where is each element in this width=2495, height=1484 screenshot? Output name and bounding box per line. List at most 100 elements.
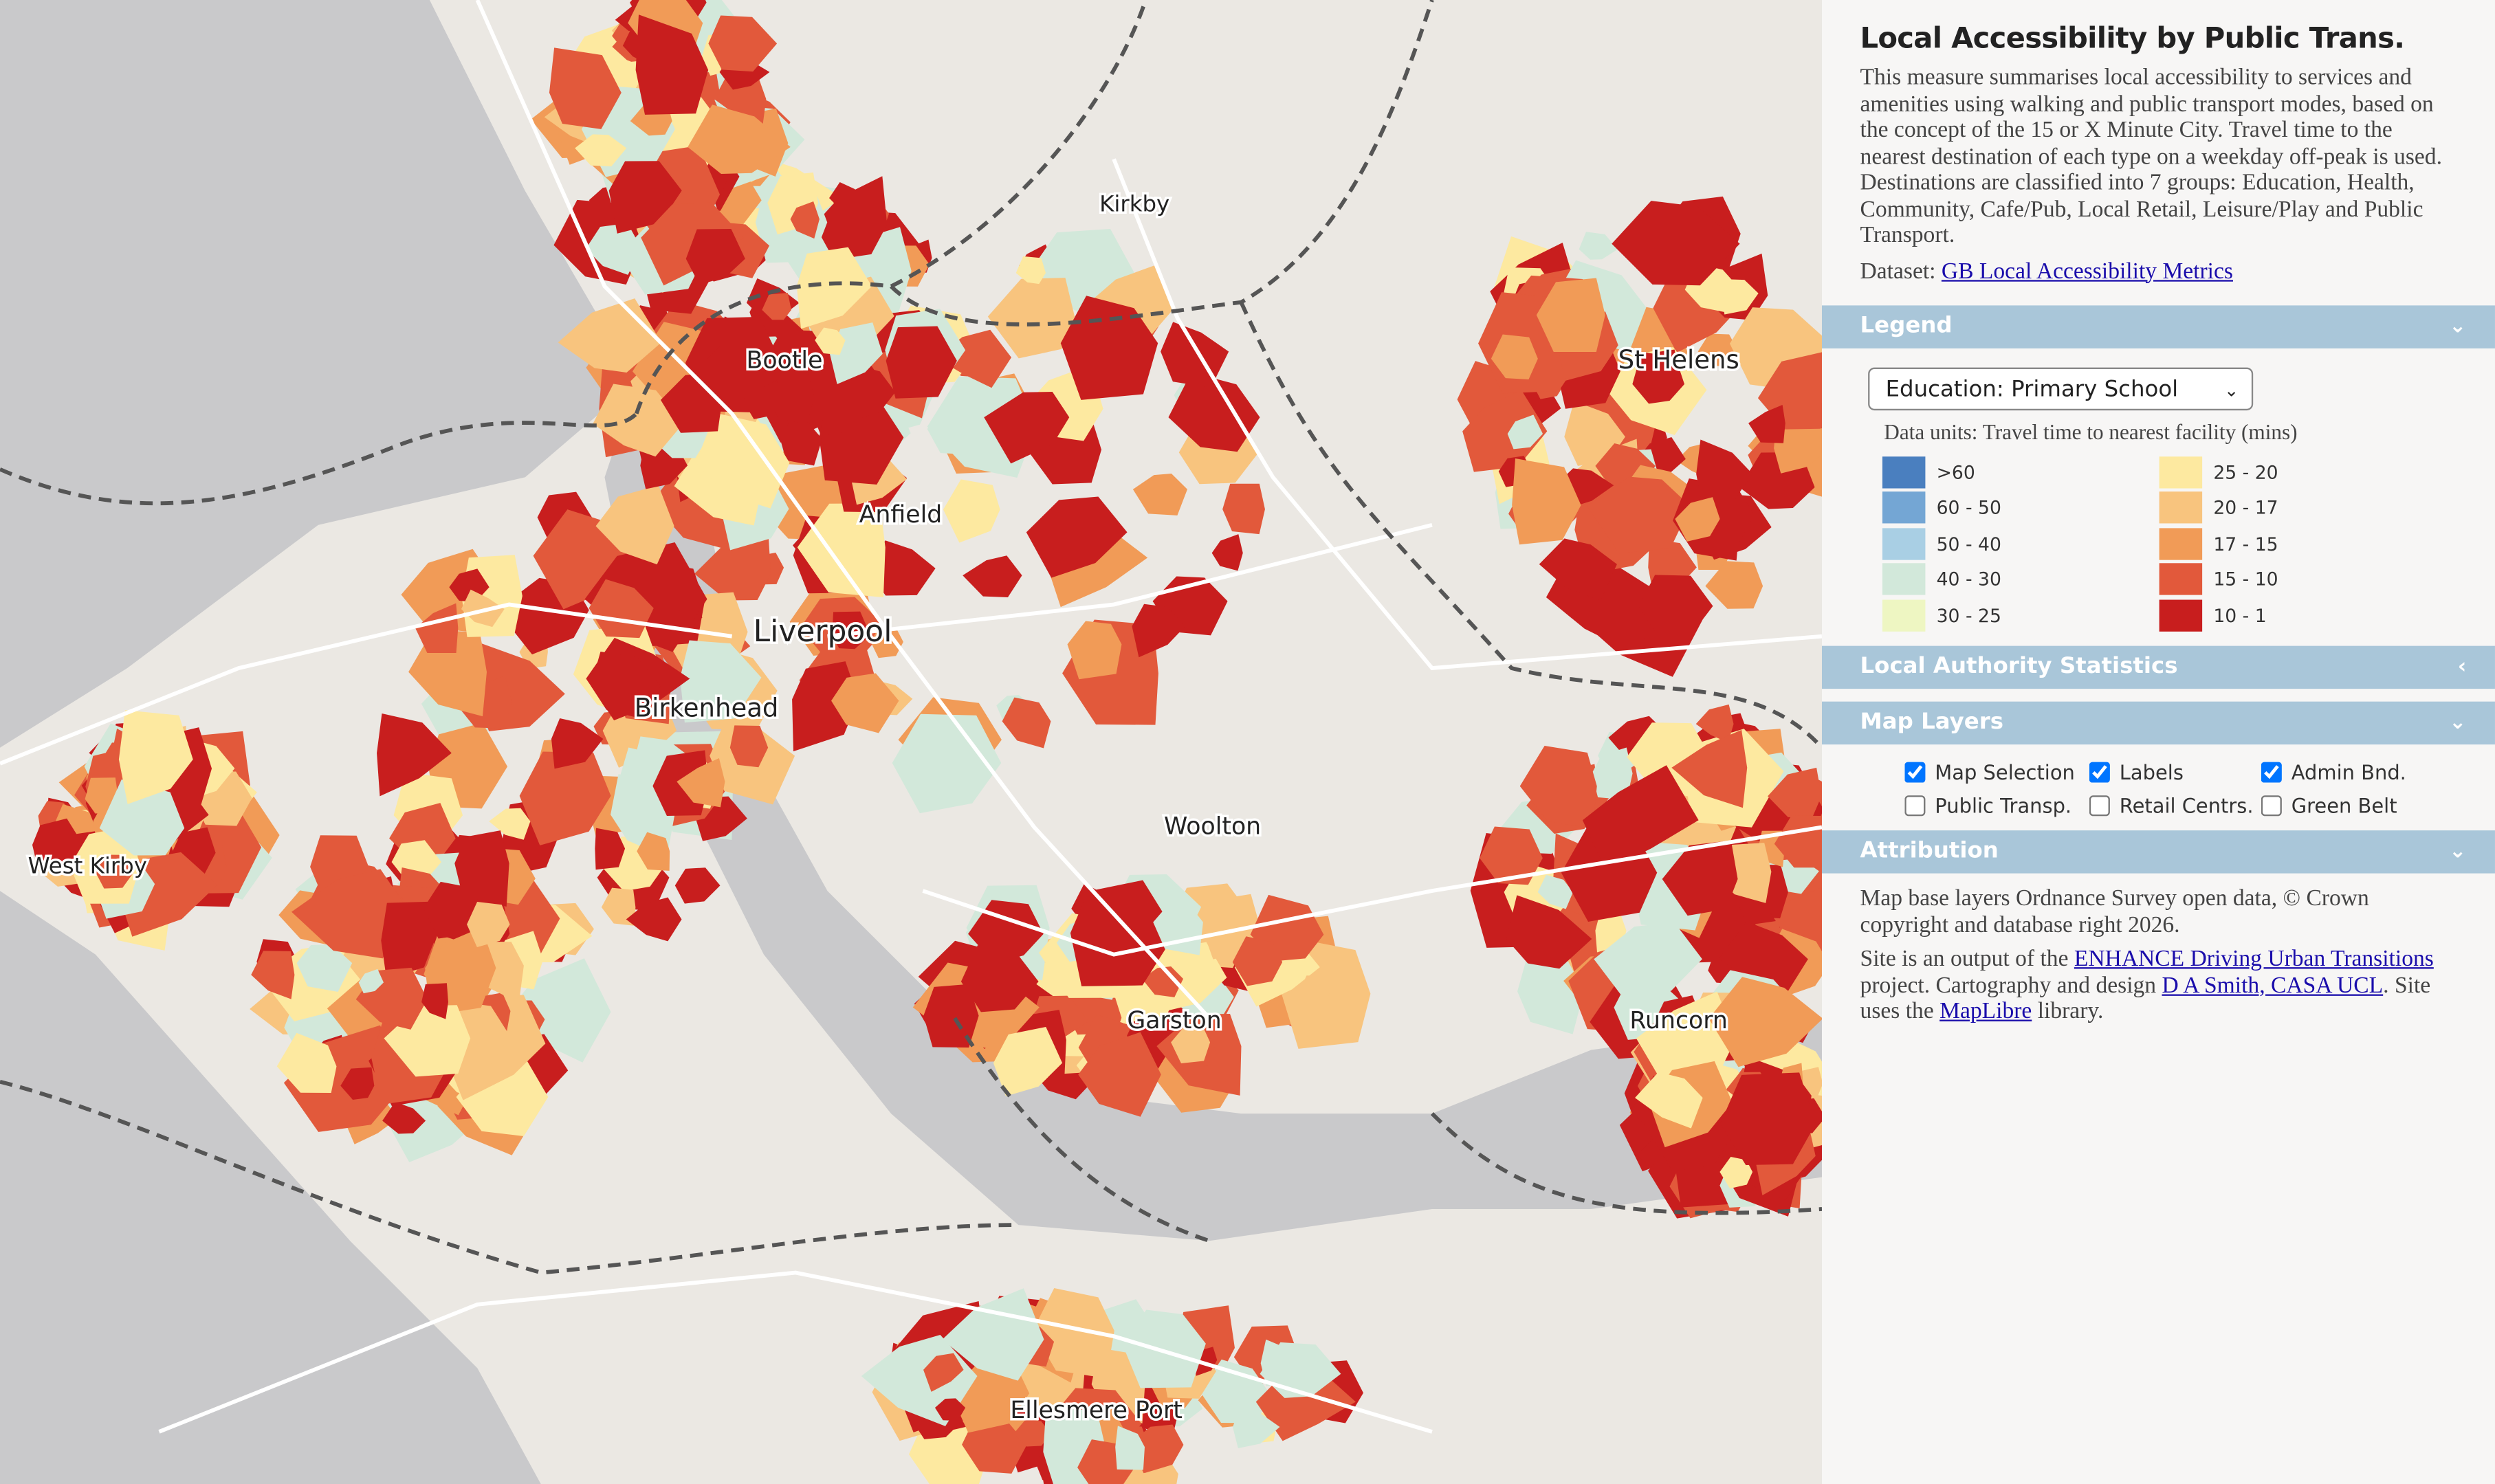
area xyxy=(377,713,452,797)
link[interactable]: ENHANCE Driving Urban Transitions xyxy=(2074,946,2434,973)
legend-swatch xyxy=(2159,491,2203,524)
area xyxy=(963,555,1022,598)
area xyxy=(1636,991,1737,1085)
area xyxy=(461,589,505,628)
layer-toggle[interactable]: Green Belt xyxy=(2261,794,2452,818)
area xyxy=(1512,458,1581,545)
checkbox[interactable] xyxy=(2261,762,2282,783)
place-label: Runcorn xyxy=(1629,1007,1728,1034)
area xyxy=(1070,880,1176,986)
area xyxy=(831,673,899,733)
checkbox[interactable] xyxy=(2261,795,2282,817)
side-panel: Local Accessibility by Public Trans. Thi… xyxy=(1821,0,2495,1484)
checkbox[interactable] xyxy=(2089,762,2110,783)
text: project. Cartography and design xyxy=(1860,973,2162,999)
layer-toggle[interactable]: Public Transp. xyxy=(1904,794,2089,818)
area xyxy=(1142,966,1183,997)
legend-label: 25 - 20 xyxy=(2213,461,2278,483)
area xyxy=(815,327,846,355)
area xyxy=(984,392,1070,464)
area xyxy=(960,945,1039,1012)
road xyxy=(922,825,1822,957)
layers-header[interactable]: Map Layers ⌄ xyxy=(1821,701,2495,745)
area xyxy=(1299,975,1330,1006)
dataset: Dataset: GB Local Accessibility Metrics xyxy=(1860,258,2463,285)
area xyxy=(591,651,661,718)
area xyxy=(1748,405,1785,443)
checkbox[interactable] xyxy=(1904,762,1926,783)
legend-label: 40 - 30 xyxy=(1936,568,2001,591)
legend-item: 10 - 1 xyxy=(2159,597,2437,633)
area xyxy=(892,713,1002,814)
road xyxy=(827,522,1433,639)
area xyxy=(1708,977,1822,1067)
area xyxy=(99,779,185,856)
legend-item: 15 - 10 xyxy=(2159,562,2437,597)
layer-toggle[interactable]: Admin Bnd. xyxy=(2261,760,2452,784)
area xyxy=(586,223,642,275)
legend-label: 15 - 10 xyxy=(2213,568,2278,591)
area xyxy=(832,611,870,650)
area xyxy=(1132,603,1185,658)
legend-item: 30 - 25 xyxy=(1882,597,2159,633)
area xyxy=(1517,955,1584,1034)
legend-heading: Legend xyxy=(1860,312,1953,338)
legend-header[interactable]: Legend ⌄ xyxy=(1821,304,2495,348)
area xyxy=(456,675,513,729)
layer-label: Public Transp. xyxy=(1935,793,2072,818)
legend-swatch xyxy=(1882,491,1926,524)
layer-toggle[interactable]: Labels xyxy=(2089,760,2261,784)
area xyxy=(1115,1426,1145,1470)
select-arrow: ⌄ xyxy=(2224,379,2239,401)
area xyxy=(489,808,531,840)
checkbox[interactable] xyxy=(2089,795,2110,817)
metric-select[interactable]: Education: Primary School ⌄ xyxy=(1868,366,2254,410)
area xyxy=(1013,1419,1051,1447)
checkbox[interactable] xyxy=(1904,795,1926,817)
layer-toggle[interactable]: Map Selection xyxy=(1904,760,2089,784)
legend-item: 20 - 17 xyxy=(2159,490,2437,526)
area xyxy=(595,485,674,565)
place-label: Kirkby xyxy=(1099,191,1169,217)
area xyxy=(382,1102,426,1134)
attribution-header[interactable]: Attribution ⌄ xyxy=(1821,830,2495,874)
area xyxy=(870,626,903,658)
legend-item: 60 - 50 xyxy=(1882,490,2159,526)
stats-header[interactable]: Local Authority Statistics ‹ xyxy=(1821,645,2495,689)
layer-label: Green Belt xyxy=(2291,793,2397,818)
area xyxy=(1462,390,1548,472)
area xyxy=(1579,232,1618,260)
road xyxy=(1112,158,1822,671)
area xyxy=(680,640,762,723)
area xyxy=(1222,483,1265,535)
legend-swatch xyxy=(2159,456,2203,488)
area xyxy=(688,104,791,174)
layer-toggle[interactable]: Retail Centrs. xyxy=(2089,794,2261,818)
layer-label: Admin Bnd. xyxy=(2291,760,2406,784)
area xyxy=(796,247,872,329)
area xyxy=(1719,1157,1753,1189)
description: This measure summarises local accessibil… xyxy=(1860,65,2442,249)
road xyxy=(475,0,1211,1020)
area xyxy=(601,887,636,926)
area xyxy=(1594,922,1702,1004)
legend-item: >60 xyxy=(1882,454,2159,490)
attribution-text: Map base layers Ordnance Survey open dat… xyxy=(1860,886,2369,938)
area xyxy=(820,375,868,436)
legend-label: 60 - 50 xyxy=(1936,496,2001,520)
place-label: Ellesmere Port xyxy=(1010,1397,1182,1424)
sea xyxy=(0,0,637,748)
link[interactable]: D A Smith, CASA UCL xyxy=(2162,973,2384,999)
area xyxy=(1587,476,1691,554)
map[interactable]: Kirkby Bootle St Helens Anfield Liverpool Bir… xyxy=(0,0,1822,1484)
link[interactable]: MapLibre xyxy=(1939,999,2032,1025)
area xyxy=(575,134,627,167)
area xyxy=(593,384,683,457)
chevron: ⌄ xyxy=(2449,314,2467,338)
place-label: Liverpool xyxy=(754,614,892,649)
area xyxy=(762,293,791,320)
admin-boundaries xyxy=(0,0,1822,1275)
area xyxy=(792,661,859,752)
dataset-link[interactable]: GB Local Accessibility Metrics xyxy=(1941,258,2233,285)
legend-label: 50 - 40 xyxy=(1936,532,2001,555)
